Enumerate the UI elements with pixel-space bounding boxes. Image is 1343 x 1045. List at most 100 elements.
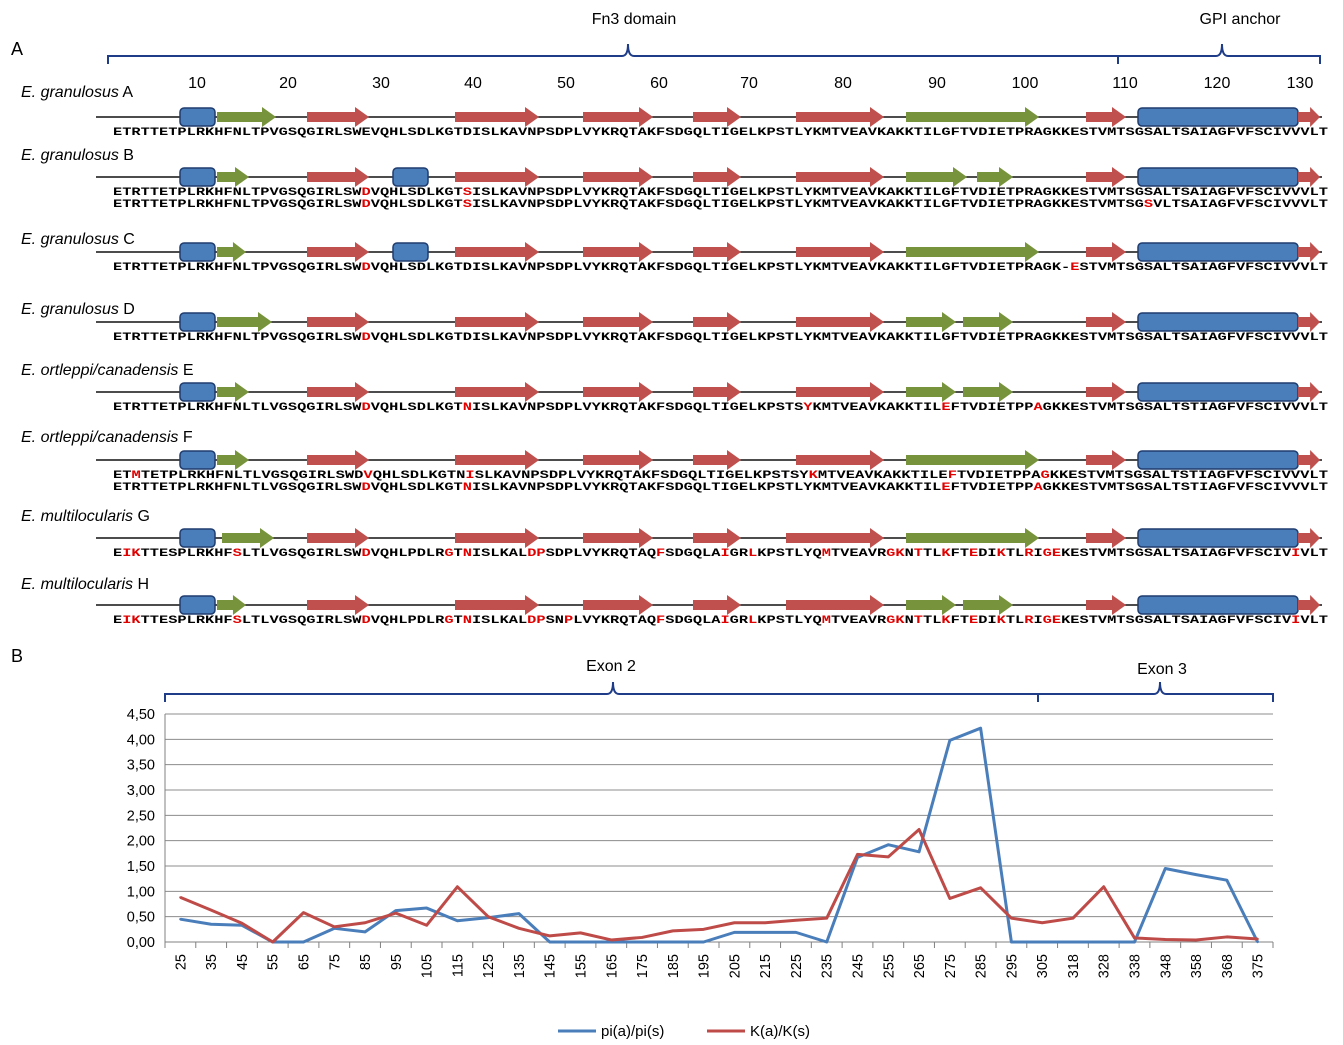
strand-arrow-red	[1298, 528, 1320, 548]
strand-arrow-green	[217, 595, 246, 615]
strand-arrow-red	[1298, 450, 1320, 470]
residue-run: VLT	[1300, 615, 1328, 627]
position-label: 100	[1012, 75, 1039, 92]
species-name: E. multilocularis	[21, 576, 133, 593]
gpi-brace	[1117, 43, 1321, 64]
x-tick-label: 165	[604, 954, 620, 978]
data-point	[209, 908, 213, 912]
y-tick-label: 3,00	[127, 783, 155, 799]
strand-arrow-red	[693, 107, 741, 127]
variant-letter: H	[133, 576, 149, 593]
helix-box	[1137, 450, 1299, 470]
residue-run: ETRTTETPLRKHFNLTPVGSQGIRLSW	[113, 187, 362, 199]
strand-arrow-red	[307, 242, 369, 262]
x-tick-label: 265	[912, 954, 928, 978]
residue-run: TTESPLRKHF	[141, 615, 233, 627]
y-tick-label: 0,50	[127, 910, 155, 926]
strand-arrow-green	[217, 312, 272, 332]
position-label: 30	[372, 75, 390, 92]
mutation-residue: S	[233, 548, 242, 560]
series-line-0	[180, 726, 1259, 944]
strand-arrow-red	[1086, 595, 1126, 615]
strand-arrow-red	[307, 312, 369, 332]
fn3-brace	[107, 43, 1119, 64]
strand-arrow-green	[906, 312, 956, 332]
mutation-residue: N	[463, 402, 472, 414]
data-point	[425, 906, 428, 910]
mutation-residue: K	[809, 470, 818, 482]
mutation-residue: S	[1144, 199, 1153, 211]
species-label: E. ortleppi/canadensis F	[21, 429, 193, 446]
mutation-residue: F	[948, 470, 957, 482]
residue-run: QHLSDLKGTN	[373, 470, 466, 482]
variant-letter: B	[119, 147, 134, 164]
mutation-residue: M	[822, 615, 831, 627]
mutation-residue: D	[362, 482, 371, 494]
position-label: 120	[1204, 75, 1231, 92]
data-point	[363, 921, 367, 924]
strand-arrow-green	[217, 450, 249, 470]
data-point	[1164, 938, 1167, 941]
residue-run: ET	[113, 470, 132, 482]
residue-run: VQHLPDLR	[371, 548, 445, 560]
helix-box	[392, 242, 429, 262]
mutation-residue: R	[1024, 615, 1033, 627]
residue-run: SDGQLA	[665, 548, 720, 560]
data-point	[1256, 937, 1259, 941]
residue-run: T	[454, 548, 463, 560]
x-tick-label: 285	[974, 954, 990, 978]
residue-run: GKKESTVMTSGSALTSTIAGFVFSCIVVVLT	[1043, 482, 1329, 494]
residue-run: DI	[978, 615, 996, 627]
data-point	[671, 940, 675, 944]
strand-arrow-red	[583, 450, 653, 470]
data-point	[1040, 940, 1044, 944]
y-tick-label: 3,50	[127, 758, 155, 774]
sequence-line: E IK TTESPLRKHF S LTLVGSQGIRLSW D VQHLPDLR G T N I…	[113, 548, 1328, 560]
strand-arrow-red	[455, 107, 539, 127]
data-point	[548, 940, 551, 944]
residue-run: VQHLSDLKGT	[371, 187, 463, 199]
mutation-residue: D	[362, 548, 371, 560]
residue-run: T	[454, 615, 463, 627]
species-label: E. multilocularis H	[21, 576, 149, 593]
strand-arrow-green	[963, 595, 1013, 615]
residue-run: ETRTTETPLRKHFNLTLVGSQGIRLSW	[113, 402, 362, 414]
mutation-residue: M	[822, 548, 831, 560]
position-label: 90	[928, 75, 946, 92]
strand-arrow-red	[1086, 167, 1126, 187]
x-tick-label: 318	[1066, 954, 1082, 978]
residue-run: KPSTLYQ	[757, 615, 822, 627]
x-tick-label: 305	[1035, 954, 1051, 978]
mutation-residue: D	[362, 262, 371, 274]
strand-arrow-red	[583, 528, 653, 548]
mutation-residue: GE	[1043, 615, 1062, 627]
helix-box	[1137, 312, 1299, 332]
strand-arrow-green	[906, 167, 967, 187]
residue-run: FT	[951, 615, 970, 627]
residue-run: E	[113, 548, 122, 560]
residue-run: LVYKRQTAQ	[573, 615, 656, 627]
strand-arrow-green	[217, 167, 249, 187]
residue-run: VQHLSDLKGT	[371, 199, 463, 211]
residue-run: VQHLPDLR	[371, 615, 445, 627]
residue-run: ISLKAVNPSDPLVYKRQTAKFSDGQLTIGELKPSTLYKMT…	[472, 187, 1328, 199]
variant-letter: F	[178, 429, 192, 446]
x-tick-label: 35	[204, 954, 220, 970]
data-point	[856, 853, 859, 856]
residue-run: ETRTTETPLRKHFNLTPVGSQGIRLSW	[113, 262, 362, 274]
data-point	[1256, 940, 1259, 944]
mutation-residue: G	[444, 615, 453, 627]
mutation-residue: IK	[122, 548, 141, 560]
strand-arrow-red	[455, 382, 539, 402]
exon2-brace	[164, 681, 1039, 702]
mutation-residue: S	[463, 187, 472, 199]
mutation-residue: E	[969, 615, 978, 627]
strand-arrow-red	[693, 242, 741, 262]
y-tick-label: 0,00	[127, 935, 155, 951]
mutation-residue: M	[132, 470, 141, 482]
mutation-residue: A	[1033, 482, 1042, 494]
y-tick-label: 4,00	[127, 732, 155, 748]
sequence-line: E IK TTESPLRKHF S LTLVGSQGIRLSW D VQHLPDLR G T N I…	[113, 615, 1328, 627]
residue-run: VQHLSDLKGT	[371, 482, 463, 494]
strand-arrow-red	[1298, 312, 1320, 332]
